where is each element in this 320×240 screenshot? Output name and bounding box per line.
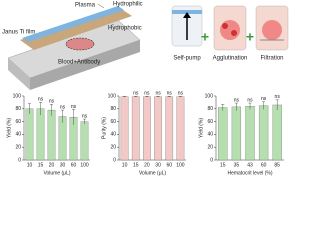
- svg-text:+: +: [201, 29, 209, 45]
- x-tick-label: 20: [144, 162, 150, 168]
- y-tick-label: 80: [15, 106, 21, 112]
- x-axis-title: Hematocrit level (%): [227, 170, 272, 176]
- x-tick-label: 43: [247, 162, 253, 168]
- y-tick-label: 40: [110, 132, 116, 138]
- significance-label: ns: [275, 94, 281, 100]
- y-tick-label: 40: [207, 132, 213, 138]
- x-tick-label: 60: [261, 162, 267, 168]
- significance-label: ns: [234, 97, 240, 103]
- x-tick-label: 85: [274, 162, 280, 168]
- y-tick-label: 80: [207, 106, 213, 112]
- x-tick-label: 100: [176, 162, 185, 168]
- significance-label: ns: [167, 91, 173, 97]
- bar: [165, 96, 174, 161]
- step-label: Filtration: [260, 56, 283, 62]
- step-label: Self-pump: [173, 56, 201, 62]
- bar: [131, 96, 140, 161]
- x-axis-title: Volume (μL): [139, 170, 166, 176]
- x-tick-label: 60: [166, 162, 172, 168]
- bar: [272, 104, 282, 161]
- significance-label: ns: [38, 97, 44, 103]
- label: Plasma: [75, 3, 96, 9]
- bar: [47, 109, 56, 161]
- y-tick-label: 20: [207, 145, 213, 151]
- significance-label: ns: [144, 91, 150, 97]
- label: Janus Ti film: [2, 30, 35, 36]
- bar: [218, 107, 228, 161]
- y-tick-label: 20: [15, 145, 21, 151]
- bar: [231, 106, 242, 161]
- x-tick-label: 100: [80, 162, 89, 168]
- process-steps: + + Self-pump Agglutination Filtration: [171, 5, 289, 62]
- significance-label: ns: [60, 104, 66, 110]
- x-tick-label: 10: [122, 162, 128, 168]
- y-tick-label: 60: [207, 119, 213, 125]
- x-tick-label: 15: [38, 162, 44, 168]
- significance-label: ns: [133, 91, 139, 97]
- y-axis-title: Purity (%): [101, 117, 107, 139]
- y-tick-label: 60: [15, 119, 21, 125]
- x-tick-label: 10: [27, 162, 33, 168]
- y-tick-label: 80: [110, 106, 116, 112]
- svg-text:+: +: [246, 29, 254, 45]
- bar: [143, 96, 151, 161]
- significance-label: ns: [82, 113, 88, 119]
- significance-label: ns: [261, 96, 267, 102]
- bar: [58, 116, 67, 161]
- x-tick-label: 30: [60, 162, 66, 168]
- y-tick-label: 100: [108, 93, 117, 99]
- label: Hydrophobic: [108, 26, 142, 32]
- bar: [258, 105, 269, 161]
- bar: [154, 96, 162, 161]
- bar: [36, 108, 45, 161]
- figure: Plasma Hydrophilic Janus Ti film Hydroph…: [2, 2, 289, 176]
- y-tick-label: 100: [205, 93, 214, 99]
- significance-label: ns: [49, 99, 55, 105]
- bar: [245, 106, 255, 161]
- x-tick-label: 15: [220, 162, 226, 168]
- x-tick-label: 15: [133, 162, 139, 168]
- device-illustration: Plasma Hydrophilic Janus Ti film Hydroph…: [2, 2, 143, 90]
- x-tick-label: 60: [71, 162, 77, 168]
- x-tick-label: 20: [49, 162, 55, 168]
- bar: [176, 96, 185, 161]
- x-tick-label: 30: [155, 162, 161, 168]
- significance-label: ns: [247, 97, 253, 103]
- step-label: Agglutination: [213, 56, 248, 62]
- bar: [80, 121, 89, 161]
- significance-label: ns: [155, 91, 161, 97]
- x-tick-label: 35: [234, 162, 240, 168]
- y-tick-label: 20: [110, 145, 116, 151]
- label: Hydrophilic: [113, 2, 143, 8]
- y-tick-label: 0: [210, 157, 213, 163]
- label: Blood+Antibody: [58, 60, 100, 66]
- y-axis-title: Yield (%): [6, 118, 12, 138]
- bar: [25, 108, 34, 161]
- bar: [120, 96, 129, 161]
- y-tick-label: 60: [110, 119, 116, 125]
- x-axis-title: Volume (μL): [43, 170, 70, 176]
- significance-label: ns: [178, 91, 184, 97]
- page: Plasma Hydrophilic Janus Ti film Hydroph…: [2, 1, 289, 177]
- y-tick-label: 0: [18, 157, 21, 163]
- y-tick-label: 100: [13, 93, 22, 99]
- y-axis-title: Yield (%): [198, 118, 204, 138]
- significance-label: ns: [71, 104, 77, 110]
- y-tick-label: 0: [113, 157, 116, 163]
- y-tick-label: 40: [15, 132, 21, 138]
